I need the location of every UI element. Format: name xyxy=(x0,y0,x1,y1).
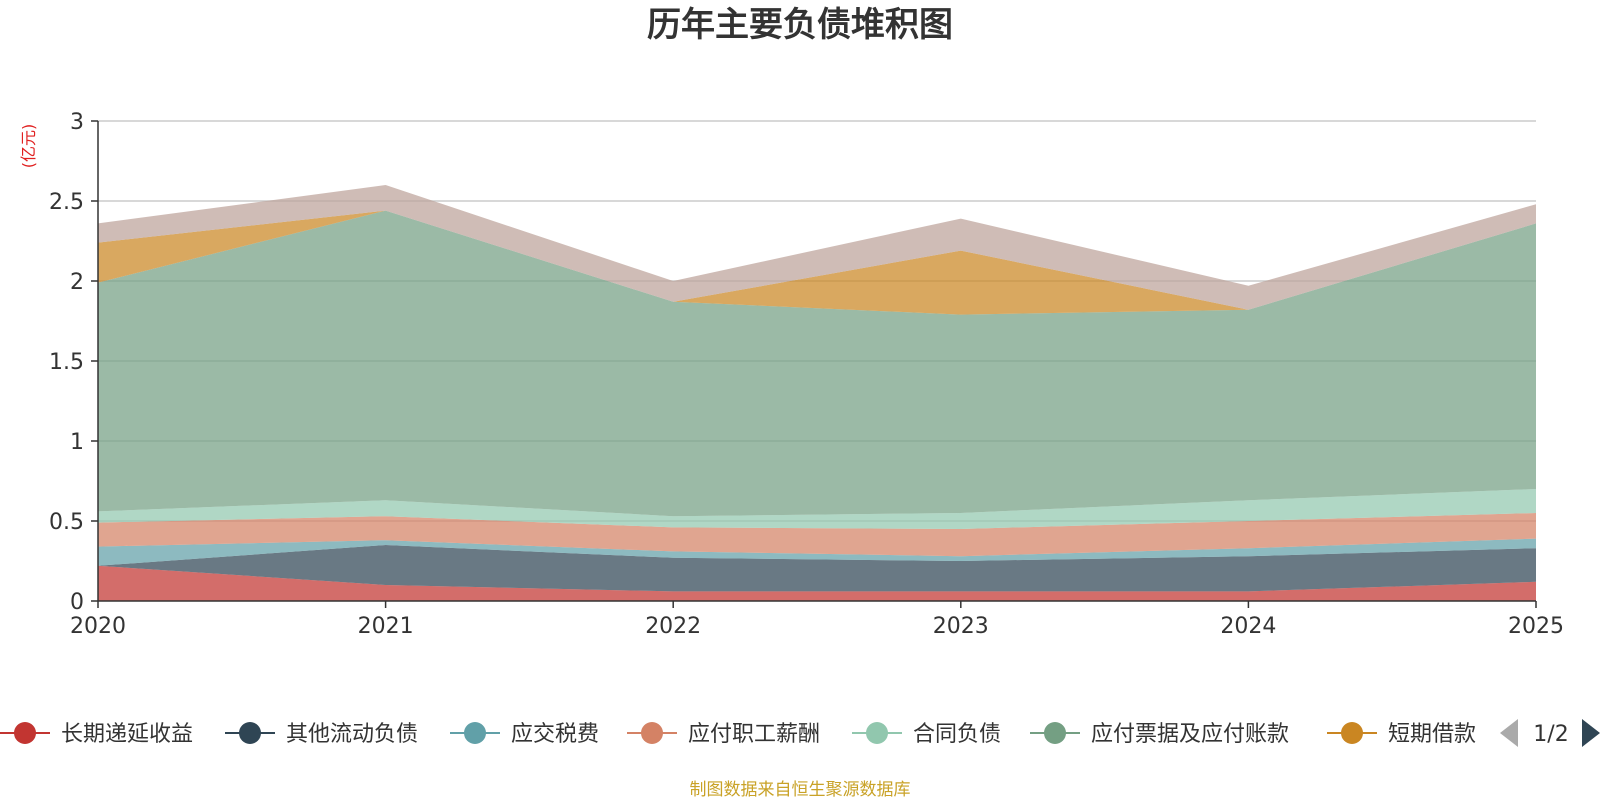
area-hidden-series xyxy=(98,185,1536,310)
source-note: 制图数据来自恒生聚源数据库 xyxy=(690,780,911,800)
legend-item[interactable]: 其他流动负债 xyxy=(225,722,418,747)
x-tick-label: 2025 xyxy=(1508,614,1564,639)
legend-item[interactable]: 长期递延收益 xyxy=(0,722,193,747)
y-tick-label: 0 xyxy=(70,590,84,615)
legend-label: 合同负债 xyxy=(913,722,1001,747)
legend-label: 其他流动负债 xyxy=(286,722,418,747)
legend-item[interactable]: 应付票据及应付账款 xyxy=(1030,722,1289,747)
legend: 长期递延收益 其他流动负债 应交税费 应付职工薪酬 合同负债 应付票据及应付账款 短期借款 1… xyxy=(0,719,1600,747)
y-tick-label: 1 xyxy=(70,430,84,455)
legend-item[interactable]: 合同负债 xyxy=(852,722,1001,747)
legend-item[interactable]: 应付职工薪酬 xyxy=(627,722,820,747)
x-tick-label: 2024 xyxy=(1220,614,1276,639)
chevron-right-icon[interactable] xyxy=(1582,719,1600,747)
x-tick-label: 2020 xyxy=(70,614,126,639)
area-7 xyxy=(98,210,1536,315)
legend-page-indicator: 1/2 xyxy=(1533,722,1568,747)
legend-marker xyxy=(1341,722,1363,744)
legend-label: 应交税费 xyxy=(511,722,599,747)
y-axis-unit: (亿元) xyxy=(19,124,38,169)
legend-marker xyxy=(239,722,261,744)
legend-marker xyxy=(866,722,888,744)
area-3 xyxy=(98,538,1536,566)
chart-title: 历年主要负债堆积图 xyxy=(647,5,953,45)
y-tick-label: 3 xyxy=(70,110,84,135)
y-tick-label: 0.5 xyxy=(49,510,84,535)
legend-item[interactable]: 短期借款 xyxy=(1327,722,1476,747)
area-2 xyxy=(98,545,1536,592)
legend-marker xyxy=(464,722,486,744)
legend-label: 长期递延收益 xyxy=(61,722,193,747)
legend-marker xyxy=(1044,722,1066,744)
x-tick-label: 2023 xyxy=(933,614,989,639)
legend-label: 应付票据及应付账款 xyxy=(1091,722,1289,747)
chevron-left-icon[interactable] xyxy=(1500,719,1518,747)
area-6 xyxy=(98,210,1536,517)
legend-item[interactable]: 应交税费 xyxy=(450,722,599,747)
y-tick-label: 2.5 xyxy=(49,190,84,215)
axes: 0 0.5 1 1.5 2 2.5 3 2020 2021 2022 2023 2024 2025 xyxy=(49,110,1564,639)
x-tick-label: 2022 xyxy=(645,614,701,639)
x-tick-label: 2021 xyxy=(358,614,414,639)
legend-marker xyxy=(641,722,663,744)
legend-marker xyxy=(14,722,36,744)
area-series xyxy=(98,185,1536,601)
y-tick-label: 2 xyxy=(70,270,84,295)
area-5 xyxy=(98,489,1536,529)
legend-label: 短期借款 xyxy=(1388,722,1476,747)
y-tick-label: 1.5 xyxy=(49,350,84,375)
area-1 xyxy=(98,565,1536,601)
legend-label: 应付职工薪酬 xyxy=(688,722,820,747)
area-4 xyxy=(98,513,1536,557)
